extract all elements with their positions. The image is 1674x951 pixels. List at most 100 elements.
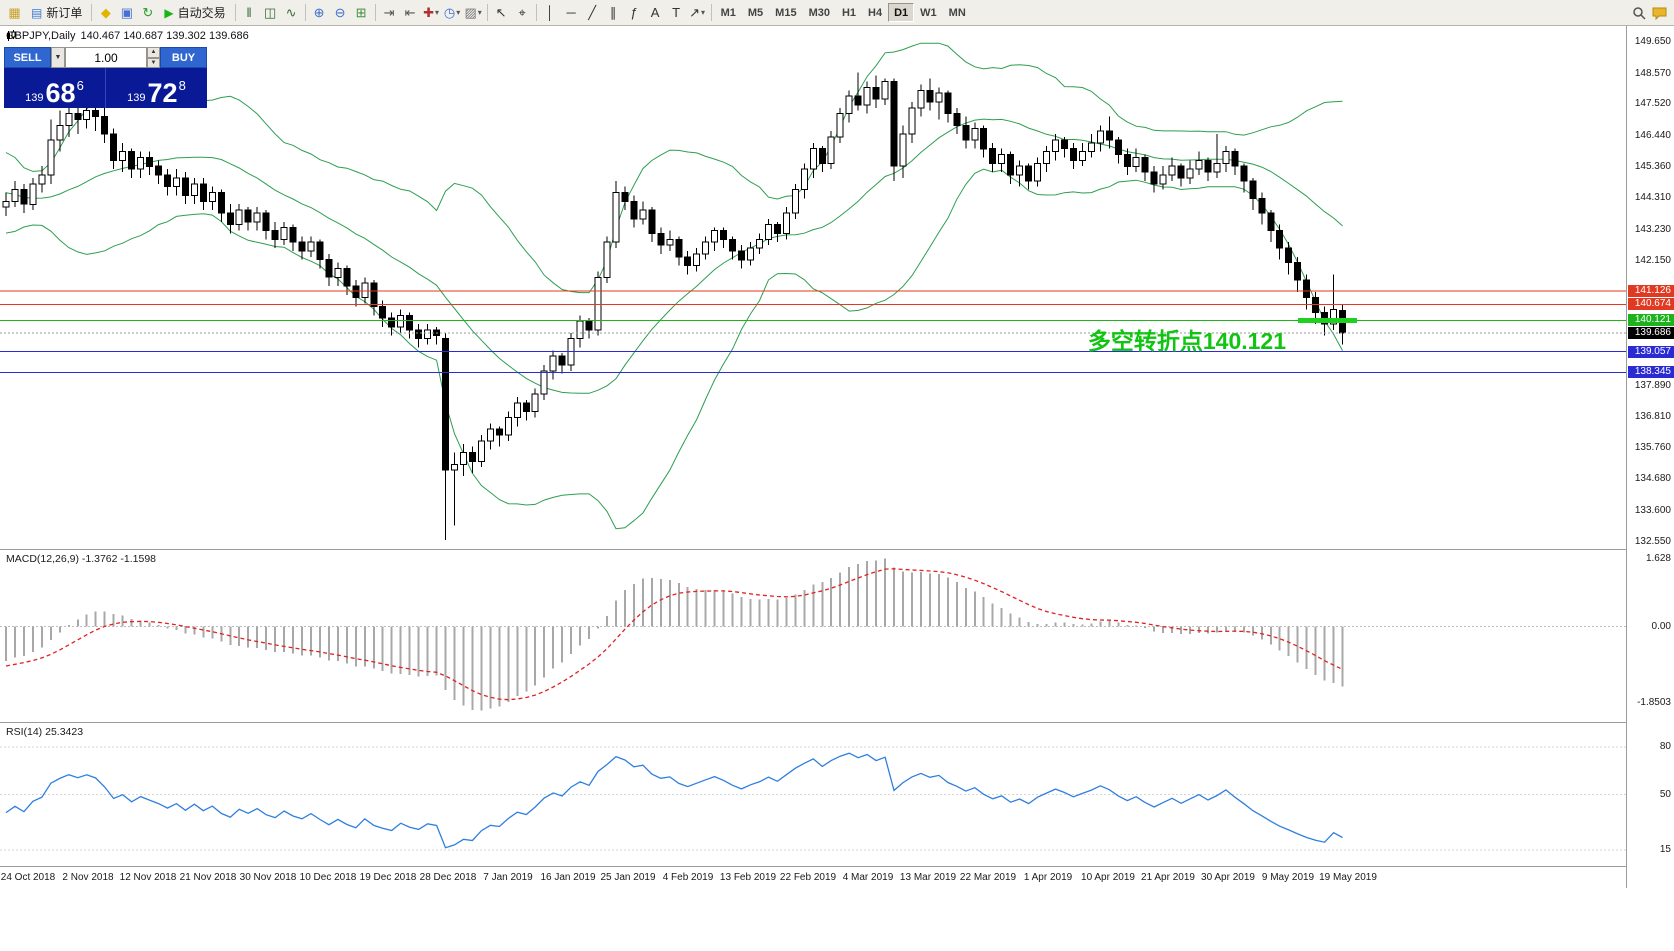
vertical-line-icon[interactable]: │ bbox=[540, 3, 561, 23]
chart-title: GBPJPY,Daily 140.467 140.687 139.302 139… bbox=[6, 30, 249, 42]
toolbar-items: ▦ ▤ 新订单 ◆ ▣ ↻ ▶ 自动交易 ‖ ◫ ∿ ⊕ ⊖ ⊞ ⇥ ⇤ ✚ ▾ ◷ ▾ ▨ ▾ ↖ ⌖ │ ─ ╱ ∥ ƒ A T ↗ ▾ M1… bbox=[4, 0, 972, 25]
sell-price[interactable]: 139 68 6 bbox=[4, 68, 105, 108]
timeframe-m15[interactable]: M15 bbox=[775, 6, 797, 19]
templates-icon[interactable]: ▨ ▾ bbox=[463, 3, 484, 23]
search-icon[interactable] bbox=[1628, 3, 1649, 23]
arrows-icon[interactable]: ↗ ▾ bbox=[687, 3, 708, 23]
fibonacci-glyph: ƒ bbox=[630, 5, 638, 20]
bar-chart-icon[interactable]: ‖ bbox=[239, 3, 260, 23]
timeframe-h4[interactable]: H4 bbox=[868, 6, 883, 19]
market-watch-icon[interactable]: ▣ bbox=[116, 3, 137, 23]
volume-up-icon[interactable]: ▲ bbox=[147, 47, 160, 58]
horizontal-line-icon[interactable]: ─ bbox=[561, 3, 582, 23]
toolbar-separator bbox=[710, 4, 712, 21]
indicators-icon[interactable]: ✚ ▾ bbox=[421, 3, 442, 23]
date-tick-label: 21 Nov 2018 bbox=[179, 872, 237, 883]
auto-scroll-icon[interactable]: ⇥ bbox=[379, 3, 400, 23]
date-tick-label: 2 Nov 2018 bbox=[62, 872, 114, 883]
macd-values: -1.3762 -1.1598 bbox=[81, 553, 157, 565]
arrows-glyph: ↗ bbox=[689, 4, 701, 20]
toolbar: ▦ ▤ 新订单 ◆ ▣ ↻ ▶ 自动交易 ‖ ◫ ∿ ⊕ ⊖ ⊞ ⇥ ⇤ ✚ ▾ ◷ ▾ ▨ ▾ ↖ ⌖ │ ─ ╱ ∥ ƒ A T ↗ ▾ M1… bbox=[0, 0, 1674, 26]
equidistant-channel-icon[interactable]: ∥ bbox=[603, 3, 624, 23]
bid-price-line-tag: 139.686 bbox=[1628, 327, 1674, 340]
crosshair-glyph: ⌖ bbox=[518, 4, 526, 20]
date-tick-label: 19 May 2019 bbox=[1319, 872, 1377, 883]
date-tick-label: 24 Oct 2018 bbox=[0, 872, 56, 883]
autotrading-glyph: ▶ bbox=[164, 5, 174, 20]
favorites-glyph: ◆ bbox=[100, 4, 111, 20]
price-chart-svg[interactable] bbox=[0, 26, 1626, 549]
order-type-dropdown[interactable]: ▼ bbox=[51, 47, 65, 68]
axis-tick-label: 134.680 bbox=[1634, 473, 1671, 485]
refresh-icon[interactable]: ↻ bbox=[137, 3, 158, 23]
new-order-button[interactable]: ▤ 新订单 bbox=[25, 3, 88, 23]
text-label-glyph: T bbox=[672, 5, 681, 20]
crosshair-icon[interactable]: ⌖ bbox=[512, 3, 533, 23]
volume-input[interactable]: 1.00 bbox=[65, 47, 147, 68]
toolbar-separator bbox=[486, 4, 488, 21]
buy-price-pip: 8 bbox=[178, 78, 186, 93]
text-icon[interactable]: A bbox=[645, 3, 666, 23]
line-chart-icon[interactable]: ∿ bbox=[281, 3, 302, 23]
date-tick-label: 7 Jan 2019 bbox=[483, 872, 533, 883]
support-line-139057-tag: 139.057 bbox=[1628, 345, 1674, 358]
timeframe-d1[interactable]: D1 bbox=[888, 3, 915, 22]
resistance-line-140674-tag: 140.674 bbox=[1628, 298, 1674, 311]
axis-tick-label: 137.890 bbox=[1634, 379, 1671, 391]
favorites-icon[interactable]: ◆ bbox=[95, 3, 116, 23]
macd-pane[interactable]: MACD(12,26,9) -1.3762 -1.1598 bbox=[0, 550, 1626, 722]
chart-shift-icon[interactable]: ⇤ bbox=[400, 3, 421, 23]
timeframe-m1[interactable]: M1 bbox=[720, 6, 736, 19]
axis-tick-label: 142.150 bbox=[1634, 255, 1671, 267]
sell-price-pip: 6 bbox=[76, 78, 84, 93]
timeframe-mn[interactable]: MN bbox=[948, 6, 966, 19]
pane-splitter[interactable] bbox=[0, 722, 1674, 723]
trade-panel-controls: SELL ▼ 1.00 ▲ ▼ BUY bbox=[4, 47, 207, 68]
autotrading-button[interactable]: ▶ 自动交易 bbox=[158, 3, 231, 23]
candlestick-chart-icon[interactable]: ◫ bbox=[260, 3, 281, 23]
axis-tick-label: 144.310 bbox=[1634, 192, 1671, 204]
price-axis[interactable]: 149.650 148.570 147.520 146.440 145.360 144.3… bbox=[1626, 26, 1674, 888]
tile-windows-icon[interactable]: ⊞ bbox=[351, 3, 372, 23]
volume-stepper[interactable]: ▲ ▼ bbox=[147, 47, 160, 68]
new-order-button-label: 新订单 bbox=[46, 6, 83, 20]
buy-price[interactable]: 139 72 8 bbox=[105, 68, 207, 108]
macd-chart-svg[interactable] bbox=[0, 550, 1626, 722]
chart-window-icon[interactable]: ▦ bbox=[4, 3, 25, 23]
zoom-out-glyph: ⊖ bbox=[334, 4, 346, 20]
text-label-icon[interactable]: T bbox=[666, 3, 687, 23]
axis-tick-label: 136.810 bbox=[1634, 411, 1671, 423]
pane-splitter[interactable] bbox=[0, 549, 1674, 550]
auto-scroll-glyph: ⇥ bbox=[383, 4, 395, 20]
rsi-name: RSI(14) bbox=[6, 726, 43, 738]
sell-button[interactable]: SELL bbox=[4, 47, 51, 68]
zoom-in-icon[interactable]: ⊕ bbox=[309, 3, 330, 23]
price-pane[interactable]: GBPJPY,Daily 140.467 140.687 139.302 139… bbox=[0, 26, 1626, 549]
axis-tick-label: 0.00 bbox=[1651, 620, 1671, 632]
date-tick-label: 25 Jan 2019 bbox=[600, 872, 656, 883]
rsi-label: RSI(14) 25.3423 bbox=[6, 726, 83, 738]
bollinger-upper-band bbox=[5, 42, 1343, 294]
zoom-out-icon[interactable]: ⊖ bbox=[330, 3, 351, 23]
rsi-chart-svg[interactable] bbox=[0, 723, 1626, 866]
candlestick-chart-glyph: ◫ bbox=[263, 4, 277, 20]
rsi-pane[interactable]: RSI(14) 25.3423 bbox=[0, 723, 1626, 866]
tile-windows-glyph: ⊞ bbox=[355, 4, 367, 20]
time-axis[interactable]: 24 Oct 2018 2 Nov 2018 12 Nov 2018 21 Nov 2… bbox=[0, 866, 1674, 888]
timeframe-w1[interactable]: W1 bbox=[920, 6, 937, 19]
axis-tick-label: 50 bbox=[1659, 788, 1671, 800]
toolbar-separator bbox=[91, 4, 93, 21]
fibonacci-icon[interactable]: ƒ bbox=[624, 3, 645, 23]
periods-icon[interactable]: ◷ ▾ bbox=[442, 3, 463, 23]
axis-tick-label: 149.650 bbox=[1634, 36, 1671, 48]
trendline-icon[interactable]: ╱ bbox=[582, 3, 603, 23]
timeframe-m5[interactable]: M5 bbox=[747, 6, 764, 19]
new-order-glyph: ▤ bbox=[31, 5, 43, 20]
community-icon[interactable] bbox=[1649, 3, 1670, 23]
cursor-icon[interactable]: ↖ bbox=[491, 3, 512, 23]
volume-down-icon[interactable]: ▼ bbox=[147, 57, 160, 68]
timeframe-m30[interactable]: M30 bbox=[808, 6, 830, 19]
buy-button[interactable]: BUY bbox=[160, 47, 207, 68]
bid-ask-display: 139 68 6 139 72 8 bbox=[4, 68, 207, 108]
timeframe-h1[interactable]: H1 bbox=[841, 6, 857, 19]
